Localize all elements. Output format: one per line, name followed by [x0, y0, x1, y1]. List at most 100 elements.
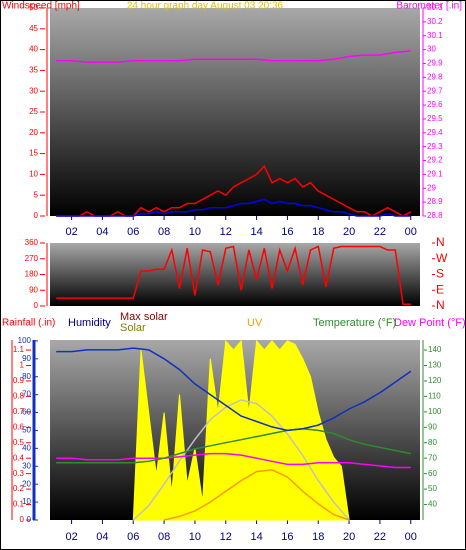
x-tick-label: 22 — [374, 531, 386, 543]
chart-title: 24 hour graph day August 03 20:36 — [127, 1, 284, 12]
x-tick-label: 04 — [96, 226, 108, 238]
y-tick-label: 0.4 — [13, 453, 25, 462]
x-tick-label: 18 — [312, 531, 324, 543]
x-tick-label: 08 — [158, 531, 170, 543]
y3-tick-label: 20 — [22, 479, 31, 488]
y2-tick-label: N — [436, 235, 445, 249]
y2-tick-label: 29.3 — [427, 142, 443, 151]
series-line — [163, 469, 350, 521]
y-tick-label: 25 — [29, 107, 38, 116]
y-tick-label: 0.2 — [13, 484, 25, 493]
y2-tick-label: 120 — [428, 376, 442, 385]
y2-tick-label: 29.5 — [427, 114, 443, 123]
x-tick-label: 22 — [374, 226, 386, 238]
x-tick-label: 06 — [127, 226, 139, 238]
x-tick-label: 00 — [405, 226, 417, 238]
x-tick-label: 02 — [65, 531, 77, 543]
y2-tick-label: 60 — [428, 469, 437, 478]
legend-label: Dew Point (°F) — [394, 317, 466, 329]
y-tick-label: 20 — [29, 128, 38, 137]
y2-tick-label: 90 — [428, 422, 437, 431]
y2-tick-label: 29.7 — [427, 86, 443, 95]
y3-tick-label: 90 — [22, 354, 31, 363]
y2-tick-label: W — [436, 251, 448, 265]
y3-tick-label: 100 — [18, 336, 32, 345]
y-tick-label: 30 — [29, 86, 38, 95]
x-tick-label: 06 — [127, 531, 139, 543]
y-tick-label: 1.1 — [13, 345, 25, 354]
y-tick-label: 90 — [29, 285, 38, 294]
x-tick-label: 00 — [405, 531, 417, 543]
y2-tick-label: 140 — [428, 345, 442, 354]
y2-tick-label: 70 — [428, 453, 437, 462]
legend-label: Humidity — [68, 317, 111, 329]
y-tick-label: 0.5 — [13, 438, 25, 447]
series-line — [56, 452, 411, 469]
x-tick-label: 14 — [250, 531, 262, 543]
series-line — [56, 50, 411, 63]
x-tick-label: 08 — [158, 226, 170, 238]
panel-wind — [50, 8, 420, 216]
y3-tick-label: 10 — [22, 497, 31, 506]
y2-tick-label: 30.2 — [427, 17, 443, 26]
legend-label: Temperature (°F) — [313, 317, 396, 329]
y2-tick-label: 29.8 — [427, 72, 443, 81]
y-tick-label: 45 — [29, 24, 38, 33]
y2-tick-label: E — [436, 282, 444, 296]
series-line — [56, 428, 411, 464]
y2-tick-label: 30.3 — [427, 3, 443, 12]
x-tick-label: 16 — [281, 226, 293, 238]
y-tick-label: 0 — [34, 211, 39, 220]
y2-tick-label: 40 — [428, 500, 437, 509]
y2-label: Barometer [.in] — [396, 1, 462, 12]
x-tick-label: 12 — [220, 226, 232, 238]
y2-tick-label: 80 — [428, 438, 437, 447]
y-tick-label: 40 — [29, 45, 38, 54]
y-tick-label: 1 — [20, 361, 25, 370]
y2-tick-label: S — [436, 267, 444, 281]
y2-tick-label: 29.9 — [427, 59, 443, 68]
y-tick-label: 0.7 — [13, 407, 25, 416]
x-tick-label: 14 — [250, 226, 262, 238]
y-tick-label: 0.1 — [13, 500, 25, 509]
legend-label: Solar — [120, 322, 146, 334]
series-line — [56, 347, 412, 432]
y3-tick-label: 50 — [22, 426, 31, 435]
legend-label: Max solar — [120, 311, 168, 323]
y-tick-label: 0 — [34, 301, 39, 310]
y-tick-label: 5 — [34, 190, 39, 199]
series-area — [132, 339, 350, 521]
x-tick-label: 10 — [189, 531, 201, 543]
x-tick-label: 10 — [189, 226, 201, 238]
y-tick-label: 35 — [29, 66, 38, 75]
y2-tick-label: 30 — [427, 45, 436, 54]
y-tick-label: 15 — [29, 149, 38, 158]
y2-tick-label: 29 — [427, 183, 436, 192]
x-tick-label: 20 — [343, 531, 355, 543]
y2-tick-label: 130 — [428, 361, 442, 370]
y2-tick-label: 30.1 — [427, 31, 443, 40]
y-tick-label: 10 — [29, 170, 38, 179]
y3-tick-label: 40 — [22, 443, 31, 452]
series-line — [56, 245, 411, 306]
y2-tick-label: 50 — [428, 484, 437, 493]
y2-tick-label: N — [436, 298, 445, 312]
y-tick-label: 270 — [25, 254, 39, 263]
y-tick-label: 50 — [29, 3, 38, 12]
y-tick-label: 180 — [25, 270, 39, 279]
y3-tick-label: 60 — [22, 408, 31, 417]
y3-tick-label: 0 — [27, 515, 32, 524]
x-tick-label: 04 — [96, 531, 108, 543]
y2-tick-label: 29.6 — [427, 100, 443, 109]
legend-label: UV — [247, 317, 263, 329]
x-tick-label: 16 — [281, 531, 293, 543]
y2-tick-label: 28.8 — [427, 211, 443, 220]
y-tick-label: 0.6 — [13, 422, 25, 431]
y2-tick-label: 28.9 — [427, 197, 443, 206]
x-tick-label: 18 — [312, 226, 324, 238]
x-tick-label: 20 — [343, 226, 355, 238]
x-tick-label: 02 — [65, 226, 77, 238]
y-tick-label: 360 — [25, 238, 39, 247]
series-line — [132, 399, 350, 521]
